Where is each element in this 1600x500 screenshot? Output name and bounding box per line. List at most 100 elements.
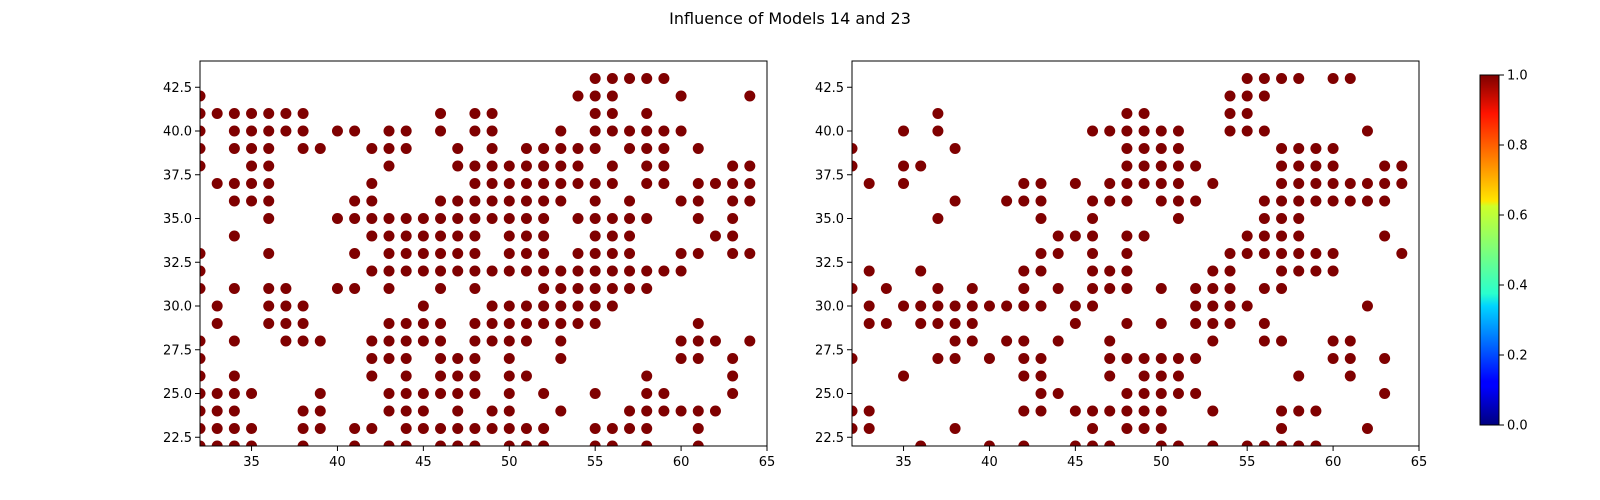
scatter-point <box>1018 370 1030 382</box>
scatter-point <box>555 300 567 312</box>
scatter-point <box>503 405 515 417</box>
scatter-point <box>1035 265 1047 277</box>
scatter-point <box>1396 248 1408 259</box>
scatter-point <box>1018 353 1030 364</box>
scatter-point <box>400 318 412 329</box>
scatter-point <box>1241 300 1253 312</box>
scatter-point <box>297 125 309 137</box>
scatter-point <box>538 265 550 277</box>
scatter-point <box>1276 195 1288 207</box>
scatter-point <box>486 423 498 434</box>
scatter-point <box>624 230 636 242</box>
scatter-point <box>400 213 412 224</box>
scatter-point <box>1276 335 1288 347</box>
scatter-point <box>949 143 961 154</box>
y-tick-label: 35.0 <box>163 212 192 227</box>
scatter-point <box>400 440 412 446</box>
scatter-point <box>863 178 875 189</box>
scatter-point <box>624 248 636 259</box>
scatter-point <box>589 248 601 259</box>
scatter-point <box>1258 195 1270 207</box>
scatter-point <box>520 213 532 224</box>
left-scatter-panel: 35 40 45 50 55 60 65 22.5 25.0 27.5 30.0 32.5 35.0 37… <box>163 60 775 470</box>
scatter-point <box>641 213 653 224</box>
scatter-point <box>589 143 601 154</box>
scatter-point <box>503 195 515 207</box>
scatter-point <box>589 423 601 434</box>
scatter-point <box>400 230 412 242</box>
scatter-point <box>1293 143 1305 154</box>
scatter-point <box>675 405 687 417</box>
scatter-point <box>1224 283 1236 294</box>
scatter-point <box>1361 195 1373 207</box>
scatter-point <box>641 423 653 434</box>
scatter-point <box>263 178 275 189</box>
scatter-point <box>1190 300 1202 312</box>
colorbar-tick-label: 0.8 <box>1507 139 1528 154</box>
scatter-point <box>228 405 240 417</box>
scatter-point <box>589 283 601 294</box>
scatter-point <box>1104 178 1116 189</box>
scatter-point <box>246 143 258 154</box>
scatter-point <box>383 318 395 329</box>
scatter-point <box>520 318 532 329</box>
scatter-point <box>1276 283 1288 294</box>
scatter-point <box>228 230 240 242</box>
scatter-point <box>1310 143 1322 154</box>
scatter-point <box>852 423 858 434</box>
scatter-point <box>1344 195 1356 207</box>
scatter-point <box>1190 318 1202 329</box>
scatter-point <box>211 318 223 329</box>
scatter-point <box>1087 283 1099 294</box>
scatter-point <box>1104 265 1116 277</box>
scatter-point <box>538 440 550 446</box>
scatter-point <box>452 405 464 417</box>
scatter-point <box>606 125 618 137</box>
scatter-point <box>1087 423 1099 434</box>
y-tick-label: 37.5 <box>815 168 844 183</box>
scatter-point <box>1138 143 1150 154</box>
scatter-point <box>417 248 429 259</box>
scatter-point <box>675 90 687 102</box>
scatter-point <box>263 160 275 172</box>
scatter-point <box>932 125 944 137</box>
scatter-point <box>1310 405 1322 417</box>
scatter-point <box>1224 318 1236 329</box>
scatter-point <box>1241 125 1253 137</box>
scatter-point <box>1104 353 1116 364</box>
scatter-point <box>1258 248 1270 259</box>
scatter-point <box>606 160 618 172</box>
scatter-point <box>1087 248 1099 259</box>
scatter-point <box>400 125 412 137</box>
scatter-point <box>1155 178 1167 189</box>
scatter-point <box>863 265 875 277</box>
scatter-point <box>297 143 309 154</box>
scatter-point <box>1138 405 1150 417</box>
scatter-point <box>417 388 429 399</box>
scatter-point <box>1138 370 1150 382</box>
scatter-point <box>1104 405 1116 417</box>
scatter-point <box>200 265 206 277</box>
scatter-point <box>486 195 498 207</box>
scatter-point <box>520 370 532 382</box>
scatter-point <box>1258 125 1270 137</box>
scatter-point <box>263 143 275 154</box>
scatter-point <box>520 195 532 207</box>
scatter-point <box>211 405 223 417</box>
scatter-point <box>1121 423 1133 434</box>
scatter-point <box>349 125 361 137</box>
scatter-point <box>1327 143 1339 154</box>
scatter-point <box>452 195 464 207</box>
scatter-point <box>1018 283 1030 294</box>
scatter-point <box>366 423 378 434</box>
scatter-point <box>417 213 429 224</box>
scatter-point <box>200 370 206 382</box>
scatter-point <box>675 335 687 347</box>
scatter-point <box>1172 370 1184 382</box>
scatter-point <box>624 423 636 434</box>
scatter-point <box>880 318 892 329</box>
scatter-point <box>624 405 636 417</box>
scatter-point <box>675 125 687 137</box>
scatter-point <box>503 318 515 329</box>
scatter-point <box>469 265 481 277</box>
